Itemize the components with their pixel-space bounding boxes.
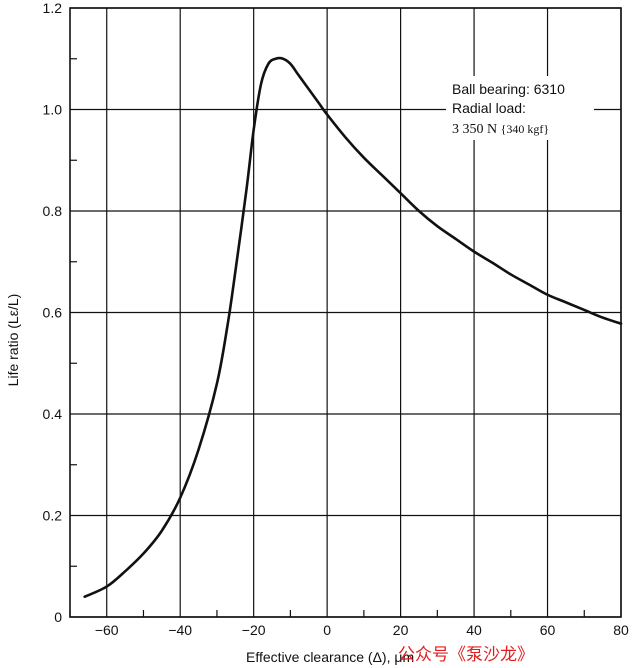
x-tick-label-6: 60 <box>540 622 556 638</box>
y-tick-label-4: 0.8 <box>43 203 63 219</box>
annotation-line-3: 3 350 N {340 kgf} <box>452 122 549 137</box>
x-tick-label-4: 20 <box>393 622 409 638</box>
annotation-load-kgf: {340 kgf} <box>501 122 550 136</box>
x-tick-label-3: 0 <box>323 622 331 638</box>
y-tick-labels: 0 0.2 0.4 0.6 0.8 1.0 1.2 <box>43 0 63 625</box>
minor-ticks <box>69 58 585 617</box>
x-tick-label-7: 80 <box>613 622 629 638</box>
annotation-line-1: Ball bearing: 6310 <box>452 81 565 97</box>
y-tick-label-6: 1.2 <box>43 0 63 16</box>
annotation-line-2: Radial load: <box>452 100 526 116</box>
y-tick-label-5: 1.0 <box>43 102 63 118</box>
annotation-background <box>446 76 594 140</box>
y-tick-label-2: 0.4 <box>43 406 63 422</box>
x-tick-label-0: −60 <box>95 622 119 638</box>
y-tick-label-1: 0.2 <box>43 508 63 524</box>
y-axis-title: Life ratio (Lε/L) <box>5 294 21 387</box>
annotation-load-newton: 3 350 N <box>452 122 497 137</box>
y-tick-label-0: 0 <box>54 609 62 625</box>
x-axis-title: Effective clearance (Δ), μm <box>246 649 414 665</box>
x-tick-labels: −60 −40 −20 0 20 40 60 80 <box>95 622 629 638</box>
watermark-text: 公众号《泵沙龙》 <box>398 645 534 665</box>
x-tick-label-1: −40 <box>168 622 192 638</box>
x-tick-label-5: 40 <box>466 622 482 638</box>
annotation-box: Ball bearing: 6310 Radial load: 3 350 N … <box>446 76 594 140</box>
plot-frame <box>69 7 622 618</box>
series-line-life-ratio <box>83 56 623 598</box>
y-tick-label-3: 0.6 <box>43 305 63 321</box>
x-tick-label-2: −20 <box>242 622 266 638</box>
